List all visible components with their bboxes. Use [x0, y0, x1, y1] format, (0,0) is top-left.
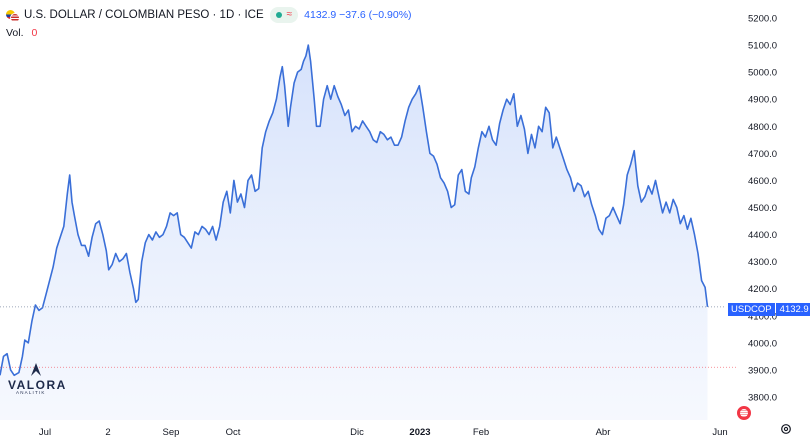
reference-lines [0, 306, 737, 368]
last-price-tag: USDCOP 4132.9 [728, 303, 810, 316]
y-tick-label: 5200.0 [748, 14, 777, 25]
y-tick-label: 4500.0 [748, 203, 777, 214]
currency-flag-button[interactable] [736, 405, 752, 421]
currency-flags-icon [6, 9, 20, 23]
volume-label: Vol. [6, 27, 24, 39]
x-tick-label: Oct [226, 427, 241, 438]
delayed-data-icon: ≈ [286, 9, 293, 20]
y-tick-label: 4600.0 [748, 176, 777, 187]
price-line [0, 44, 709, 377]
x-tick-label: Sep [163, 427, 180, 438]
logo-name: VALORA [8, 378, 67, 392]
price-area [0, 45, 708, 420]
y-tick-label: 4400.0 [748, 230, 777, 241]
y-tick-label: 4700.0 [748, 149, 777, 160]
settings-gear-icon[interactable] [780, 423, 792, 435]
y-tick-label: 4300.0 [748, 257, 777, 268]
x-tick-label: 2023 [409, 427, 430, 438]
y-tick-label: 3800.0 [748, 393, 777, 404]
y-tick-label: 4000.0 [748, 338, 777, 349]
valora-logo: VALORA ANALITIK [6, 362, 68, 395]
y-tick-label: 3900.0 [748, 365, 777, 376]
y-tick-label: 4800.0 [748, 122, 777, 133]
last-price-value: 4132.9 [775, 303, 810, 316]
price-area-fill [0, 45, 708, 420]
volume-legend: Vol. 0 [6, 27, 37, 39]
y-tick-label: 5000.0 [748, 68, 777, 79]
chart-header: U.S. DOLLAR / COLOMBIAN PESO · 1D · ICE … [6, 6, 412, 24]
y-tick-label: 4100.0 [748, 311, 777, 322]
market-status-dot-icon [275, 12, 282, 18]
x-tick-label: 2 [105, 427, 110, 438]
x-axis[interactable]: Jul 2 Sep Oct Dic 2023 Feb Abr Jun [39, 427, 728, 438]
y-tick-label: 4900.0 [748, 95, 777, 106]
y-tick-label: 5100.0 [748, 41, 777, 52]
x-tick-label: Dic [350, 427, 364, 438]
x-tick-label: Jun [712, 427, 727, 438]
volume-value: 0 [31, 27, 38, 39]
valora-mark-icon [31, 363, 41, 376]
x-tick-label: Jul [39, 427, 51, 438]
market-status[interactable]: ≈ [269, 7, 299, 23]
symbol-title[interactable]: U.S. DOLLAR / COLOMBIAN PESO · 1D · ICE [24, 9, 264, 21]
price-summary: 4132.9 −37.6 (−0.90%) [304, 9, 412, 21]
x-tick-label: Abr [596, 427, 611, 438]
symbol-tag: USDCOP [728, 303, 775, 316]
y-axis[interactable]: 5200.0 5100.0 5000.0 4900.0 4800.0 4700.0 4600… [748, 14, 777, 404]
x-tick-label: Feb [473, 427, 489, 438]
price-series-line [0, 44, 709, 377]
logo-subtitle: ANALITIK [16, 390, 46, 395]
y-tick-label: 4200.0 [748, 284, 777, 295]
